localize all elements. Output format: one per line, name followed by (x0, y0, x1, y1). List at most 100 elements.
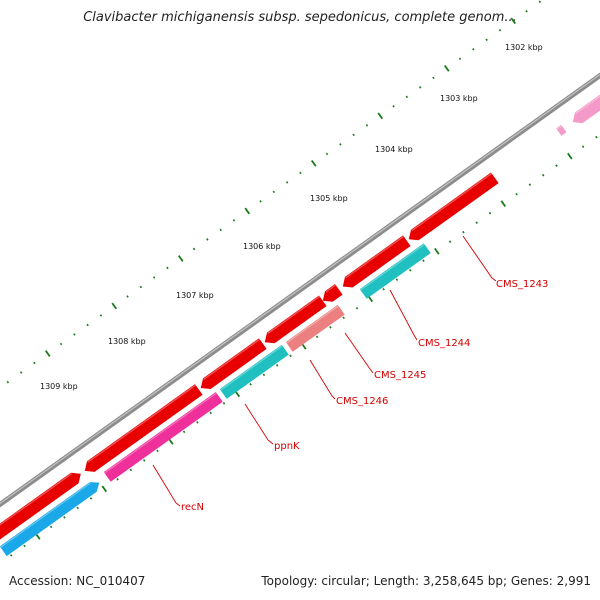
minor-tick (152, 276, 156, 279)
minor-tick (19, 371, 23, 374)
minor-tick (232, 219, 236, 222)
minor-tick (541, 173, 545, 177)
minor-tick (485, 38, 488, 42)
minor-tick (581, 145, 585, 148)
gene-label-cms-1244: CMS_1244 (418, 338, 470, 349)
kbp-label: 1305 kbp (310, 194, 348, 203)
minor-tick (129, 468, 133, 472)
minor-tick (432, 76, 435, 80)
major-tick (377, 112, 384, 120)
minor-tick (315, 335, 319, 339)
gene-arrow-small-highlight (325, 284, 337, 293)
minor-tick (59, 342, 63, 346)
kbp-label: 1307 kbp (176, 291, 214, 300)
minor-tick (116, 478, 119, 481)
minor-tick (408, 268, 412, 272)
minor-tick (99, 314, 103, 317)
minor-tick (6, 380, 10, 384)
gene-arrow (264, 295, 327, 344)
gene-arrow-blue-highlight (0, 482, 91, 548)
major-tick (177, 255, 184, 262)
leader-line (309, 359, 336, 400)
minor-tick (525, 10, 528, 13)
kbp-label: 1308 kbp (108, 337, 146, 346)
gene-arrow-cms-1243-highlight (411, 173, 493, 232)
minor-tick (272, 190, 276, 194)
genome-backbone-highlight (0, 73, 600, 505)
outer-tick-ring (6, 0, 542, 384)
major-tick (44, 350, 51, 357)
leader-line (244, 403, 274, 445)
gene-arrow-pink-small (556, 124, 567, 136)
major-tick (510, 17, 517, 25)
minor-tick (555, 164, 558, 167)
gene-arrow-recn-upstream-highlight (87, 384, 197, 463)
gene-arrow (342, 235, 411, 288)
accession-text: Accession: NC_010407 (9, 574, 146, 588)
major-tick (111, 302, 118, 310)
gene-arrow-left-edge-highlight (0, 473, 73, 526)
genome-backbone (0, 72, 600, 508)
gene-label-cms-1245: CMS_1245 (374, 370, 426, 381)
minor-tick (275, 364, 279, 367)
gene-label-ppnk: ppnK (274, 441, 300, 452)
minor-tick (448, 240, 452, 243)
minor-tick (515, 192, 518, 196)
gene-arrow-pink-small-highlight (556, 125, 563, 130)
major-tick (434, 247, 440, 255)
minor-tick (23, 544, 26, 548)
gene-arrow-cms-1244 (359, 243, 431, 299)
minor-tick (219, 228, 222, 232)
gene-arrow-cms-1246-highlight (286, 305, 339, 344)
minor-tick (538, 0, 542, 4)
gene-arrow (200, 338, 267, 389)
gene-label-recn: recN (181, 502, 204, 513)
minor-tick (33, 361, 36, 365)
kbp-labels: 1302 kbp 1303 kbp 1304 kbp 1305 kbp 1306… (40, 43, 543, 391)
kbp-label: 1302 kbp (505, 43, 543, 52)
minor-tick (325, 152, 329, 156)
gene-arrow-highlight (267, 295, 321, 335)
minor-tick (475, 221, 478, 224)
gene-arrow-left-edge (0, 472, 81, 540)
gene-labels: CMS_1243 CMS_1244 CMS_1245 CMS_1246 ppnK… (181, 279, 548, 513)
minor-tick (382, 287, 385, 291)
minor-tick (472, 48, 475, 51)
gene-arrow-ppnk (219, 344, 289, 399)
minor-tick (392, 105, 395, 108)
gene-arrow-recn (103, 392, 223, 482)
minor-tick (73, 333, 76, 336)
gene-arrow-recn-upstream (84, 384, 203, 472)
minor-tick (595, 135, 598, 139)
leader-line (152, 464, 181, 507)
major-tick (500, 200, 507, 208)
gene-arrow-recn-highlight (104, 392, 217, 474)
minor-tick (196, 421, 199, 424)
minor-tick (126, 295, 129, 298)
minor-tick (352, 133, 355, 137)
gene-arrow-cms-1246 (285, 304, 345, 352)
gene-arrow-pink (572, 94, 600, 124)
minor-tick (89, 497, 93, 500)
minor-tick (86, 323, 89, 327)
gene-arrow-small (322, 284, 343, 302)
gene-label-cms-1243: CMS_1243 (496, 279, 548, 290)
minor-tick (166, 266, 169, 270)
kbp-label: 1306 kbp (243, 242, 281, 251)
major-tick (310, 159, 317, 167)
minor-tick (285, 181, 289, 184)
major-tick (244, 207, 251, 215)
minor-tick (182, 430, 186, 434)
minor-tick (139, 285, 143, 289)
major-tick (567, 152, 573, 160)
minor-tick (418, 86, 422, 89)
gene-arrow-highlight (345, 235, 405, 279)
gene-label-cms-1246: CMS_1246 (336, 396, 388, 407)
minor-tick (395, 278, 399, 281)
minor-tick (329, 326, 332, 329)
feature-track-forward (0, 94, 600, 540)
kbp-label: 1304 kbp (375, 145, 413, 154)
minor-tick (342, 316, 345, 320)
gene-arrow-highlight (203, 338, 261, 380)
minor-tick (289, 354, 292, 358)
